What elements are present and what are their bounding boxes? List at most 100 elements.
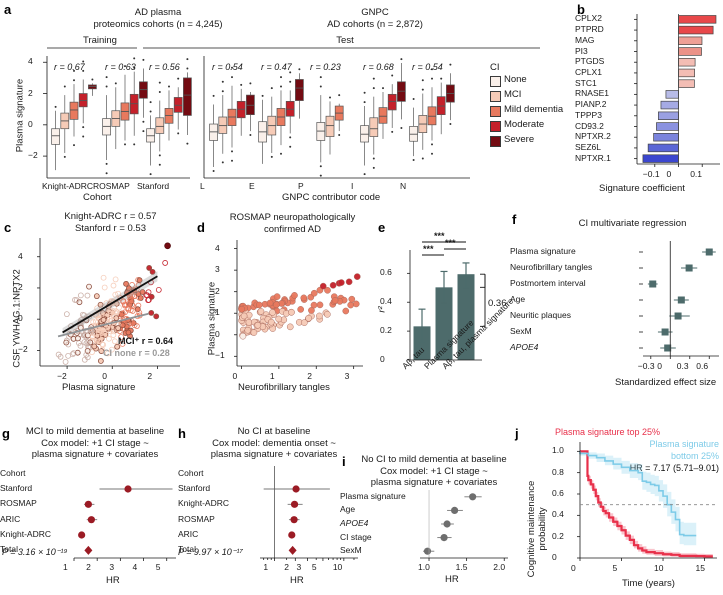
gnpc-line2: AD cohorts (n = 2,872) <box>327 18 423 30</box>
panel-i: i No CI to mild dementia at baseline Cox… <box>340 440 512 595</box>
panel-e-letter: e <box>378 220 386 235</box>
panel-a-split-test: Test <box>336 35 354 46</box>
panel-j-ylabel-line1: Cognitive maintenance <box>526 480 537 578</box>
ad-plasma-line1: AD plasma <box>134 7 182 18</box>
legend-label-2: Mild dementia <box>504 104 564 115</box>
panel_g-cat-3: ARIC <box>0 513 21 524</box>
legend-label-4: Severe <box>504 134 535 145</box>
panel-h-title-line3: plasma signature + covariates <box>210 449 338 460</box>
panel_h-cat-0: Cohort <box>178 467 204 478</box>
panel-d: d ROSMAP neuropathologically confirmed A… <box>195 208 370 400</box>
panel-a-plot <box>43 47 540 179</box>
panel_i-cat-1: Age <box>340 504 356 515</box>
legend-label-0: None <box>504 74 527 85</box>
panel-g-plot <box>73 485 176 561</box>
panel-i-title: No CI to mild dementia at baseline Cox m… <box>356 454 512 489</box>
panel_g-cat-2: ROSMAP <box>0 498 37 509</box>
panel-b-letter: b <box>577 2 585 17</box>
panel-a-xlabel-left: Cohort <box>83 192 112 203</box>
panel-f-cat-4: Neuritic plaques <box>510 310 571 320</box>
panel-h-letter: h <box>178 426 186 441</box>
panel-i-letter: i <box>342 454 346 469</box>
panel-e-plot <box>407 241 486 361</box>
panel-f-cat-1: Neurofibrillary tangles <box>510 262 593 272</box>
panel-j-ylabel: Cognitive maintenance probability <box>526 474 548 584</box>
panel-g-title: MCI to mild dementia at baseline Cox mod… <box>12 426 178 461</box>
panel-a-xlabel-right: GNPC contributor code <box>282 192 381 203</box>
panel-i-plot <box>420 490 508 561</box>
panel_h-cat-5: Total <box>178 544 196 555</box>
panel-f-cat-6: APOE4 <box>510 342 539 352</box>
panel_h-cat-1: Stanford <box>178 483 211 493</box>
panel-i-title-line3: plasma signature + covariates <box>370 477 498 488</box>
panel-a-group-title-left: AD plasma proteomics cohorts (n = 4,245) <box>58 7 258 30</box>
legend-swatch-4 <box>490 136 501 147</box>
panel_g-cat-4: Knight-ADRC <box>0 529 52 539</box>
panel-d-xlabel: Neurofibrillary tangles <box>238 382 330 393</box>
panel-f-xlabel: Standardized effect size <box>615 377 717 388</box>
panel_g-cat-0: Cohort <box>0 467 26 478</box>
panel_i-cat-2: APOE4 <box>340 518 369 528</box>
panel-f-cat-5: SexM <box>510 326 532 336</box>
panel-e-bracket-label: 0.36 <box>488 298 507 309</box>
panel_i-cat-3: CI stage <box>340 531 372 542</box>
panel-c-annot-none: CI none r = 0.28 <box>103 348 170 358</box>
panel-f-title: CI multivariate regression <box>578 218 687 229</box>
panel-c-plot <box>37 238 180 369</box>
panel-f-cat-2: Postmortem interval <box>510 278 586 288</box>
panel-c-title-line1: Knight-ADRC r = 0.57 <box>64 211 157 222</box>
panel_g-cat-1: Stanford <box>0 483 33 493</box>
panel-f-cat-0: Plasma signature <box>510 246 576 256</box>
panel-h-title: No CI at baseline Cox model: dementia on… <box>188 426 360 461</box>
panel-b-xlabel: Signature coefficient <box>599 183 685 194</box>
panel-f-letter: f <box>512 212 517 227</box>
panel-a-letter: a <box>4 2 12 17</box>
panel-j-xlabel: Time (years) <box>622 578 675 589</box>
panel-g-letter: g <box>2 426 10 441</box>
panel-d-plot <box>234 240 363 369</box>
panel-c-xlabel: Plasma signature <box>62 382 136 393</box>
panel-j-legend-bottom-line1: Plasma signature <box>649 439 719 449</box>
panel-f-plot <box>639 241 719 359</box>
panel-j: j Plasma signature top 25% Plasma signat… <box>512 400 723 595</box>
panel-a-legend-title: CI <box>490 62 500 73</box>
panel-g-title-line2: Cox model: +1 CI stage ~ <box>41 437 149 449</box>
panel-d-letter: d <box>197 220 205 235</box>
panel-a-ylabel: Plasma signature <box>14 78 26 153</box>
legend-swatch-0 <box>490 76 501 87</box>
panel_g-cat-5: Total <box>0 544 18 555</box>
gnpc-line1: GNPC <box>361 7 389 18</box>
panel_h-cat-2: Knight-ADRC <box>178 498 230 509</box>
panel-j-legend-top: Plasma signature top 25% <box>555 427 661 437</box>
panel-h-plot <box>260 466 358 561</box>
panel-a-group-title-right: GNPC AD cohorts (n = 2,872) <box>275 7 475 30</box>
panel-h-pvalue: P = 9.97 × 10⁻¹⁷ <box>178 547 243 557</box>
panel-h-title-line1: No CI at baseline <box>237 426 311 437</box>
panel-h-title-line2: Cox model: dementia onset ~ <box>212 437 336 449</box>
panel-d-title: ROSMAP neuropathologically confirmed AD <box>215 212 370 235</box>
panel-c: c Knight-ADRC r = 0.57 Stanford r = 0.53… <box>0 208 195 400</box>
legend-label-3: Moderate <box>504 119 545 130</box>
panel-i-title-line2: Cox model: +1 CI stage ~ <box>380 465 488 477</box>
panel-i-xlabel: HR <box>445 574 459 585</box>
panel-c-title: Knight-ADRC r = 0.57 Stanford r = 0.53 <box>28 211 193 234</box>
panel-a-split-training: Training <box>83 35 117 46</box>
panel-j-plot <box>577 442 717 561</box>
panel-h-xlabel: HR <box>290 575 304 586</box>
panel-g-title-line3: plasma signature + covariates <box>31 449 159 460</box>
panel-g-pvalue: P = 3.16 × 10⁻¹⁹ <box>2 547 68 557</box>
panel-g-xlabel: HR <box>106 575 120 586</box>
panel-b: b CPLX2 PTPRD MAG PI3 PTGDS CPLX1 STC1 RNASE1 PI… <box>575 0 723 205</box>
panel-f-cat-3: Age <box>510 294 526 304</box>
legend-swatch-1 <box>490 91 501 102</box>
panel-h: h No CI at baseline Cox model: dementia … <box>178 400 360 595</box>
panel-g-title-line1: MCI to mild dementia at baseline <box>25 426 165 437</box>
panel_h-cat-4: ARIC <box>178 529 199 539</box>
legend-swatch-3 <box>490 121 501 132</box>
panel-j-ylabel-line2: probability <box>537 507 548 551</box>
panel-d-title-line2: confirmed AD <box>263 223 322 235</box>
panel-a: a AD plasma proteomics cohorts (n = 4,24… <box>0 0 575 205</box>
panel-c-title-line2: Stanford r = 0.53 <box>74 222 147 234</box>
panel_i-cat-4: SexM <box>340 545 362 556</box>
panel-e: e r² 0.6 0.4 0.2 0 Aβ, tau Plasma signature A… <box>370 208 516 400</box>
